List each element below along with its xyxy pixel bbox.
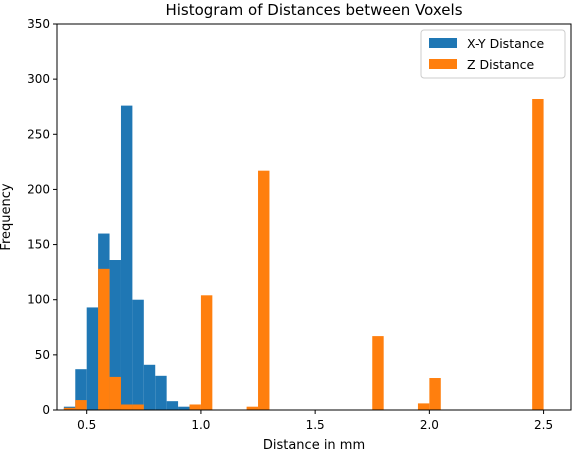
bar-series-1-bin-0 [63, 407, 76, 410]
bar-series-0-bin-9 [166, 401, 179, 410]
plot-frame [56, 23, 572, 411]
bar-series-0-bin-4 [109, 260, 121, 410]
x-tick-label-4: 2.5 [534, 418, 553, 432]
bar-series-1-bin-5 [132, 404, 144, 410]
bar-series-1-bin-11 [417, 403, 430, 410]
bar-series-0-bin-2 [86, 307, 99, 410]
bar-series-1-bin-8 [246, 406, 259, 410]
bar-series-1-bin-4 [120, 404, 133, 410]
y-tick-label-6: 300 [27, 72, 50, 86]
bar-series-1-bin-9 [258, 170, 270, 410]
bar-series-0-bin-10 [178, 406, 190, 410]
legend-label-1: Z Distance [467, 57, 535, 72]
bar-series-1-bin-2 [98, 268, 110, 410]
y-tick-label-4: 200 [27, 182, 50, 196]
chart-title: Histogram of Distances between Voxels [165, 1, 462, 19]
bar-series-0-bin-5 [120, 105, 133, 411]
legend-label-0: X-Y Distance [467, 36, 545, 51]
x-tick-label-0: 0.5 [77, 418, 96, 432]
y-tick-label-1: 50 [35, 348, 50, 362]
bar-series-1-bin-12 [429, 378, 441, 410]
x-tick-label-3: 2.0 [420, 418, 439, 432]
x-tick-label-1: 1.0 [191, 418, 210, 432]
bar-series-1-bin-1 [75, 400, 87, 410]
y-axis-label: Frequency [0, 183, 14, 250]
x-axis-label: Distance in mm [263, 438, 365, 452]
bar-series-1-bin-3 [109, 376, 121, 410]
bar-series-0-bin-6 [132, 299, 144, 410]
legend: X-Y Distance Z Distance [420, 29, 566, 79]
y-tick-label-3: 150 [27, 238, 50, 252]
y-tick-label-0: 0 [42, 403, 50, 417]
y-tick-label-5: 250 [27, 127, 50, 141]
y-tick-label-7: 350 [27, 17, 50, 31]
bar-series-1-bin-6 [189, 404, 201, 410]
bars-layer [63, 98, 544, 411]
x-tick-label-2: 1.5 [306, 418, 325, 432]
x-axis: 0.5 1.0 1.5 2.0 2.5 [77, 410, 553, 432]
bar-series-1-bin-7 [200, 295, 213, 410]
y-tick-label-2: 100 [27, 293, 50, 307]
legend-swatch-0 [429, 38, 457, 48]
y-axis: 0 50 100 150 200 250 300 350 [27, 17, 57, 417]
legend-swatch-1 [429, 59, 457, 69]
bar-series-1-bin-13 [532, 98, 544, 410]
bar-series-0-bin-1 [75, 369, 87, 410]
bar-series-0-bin-7 [143, 364, 156, 410]
bar-series-0-bin-8 [155, 375, 167, 410]
bar-series-1-bin-10 [372, 336, 384, 410]
